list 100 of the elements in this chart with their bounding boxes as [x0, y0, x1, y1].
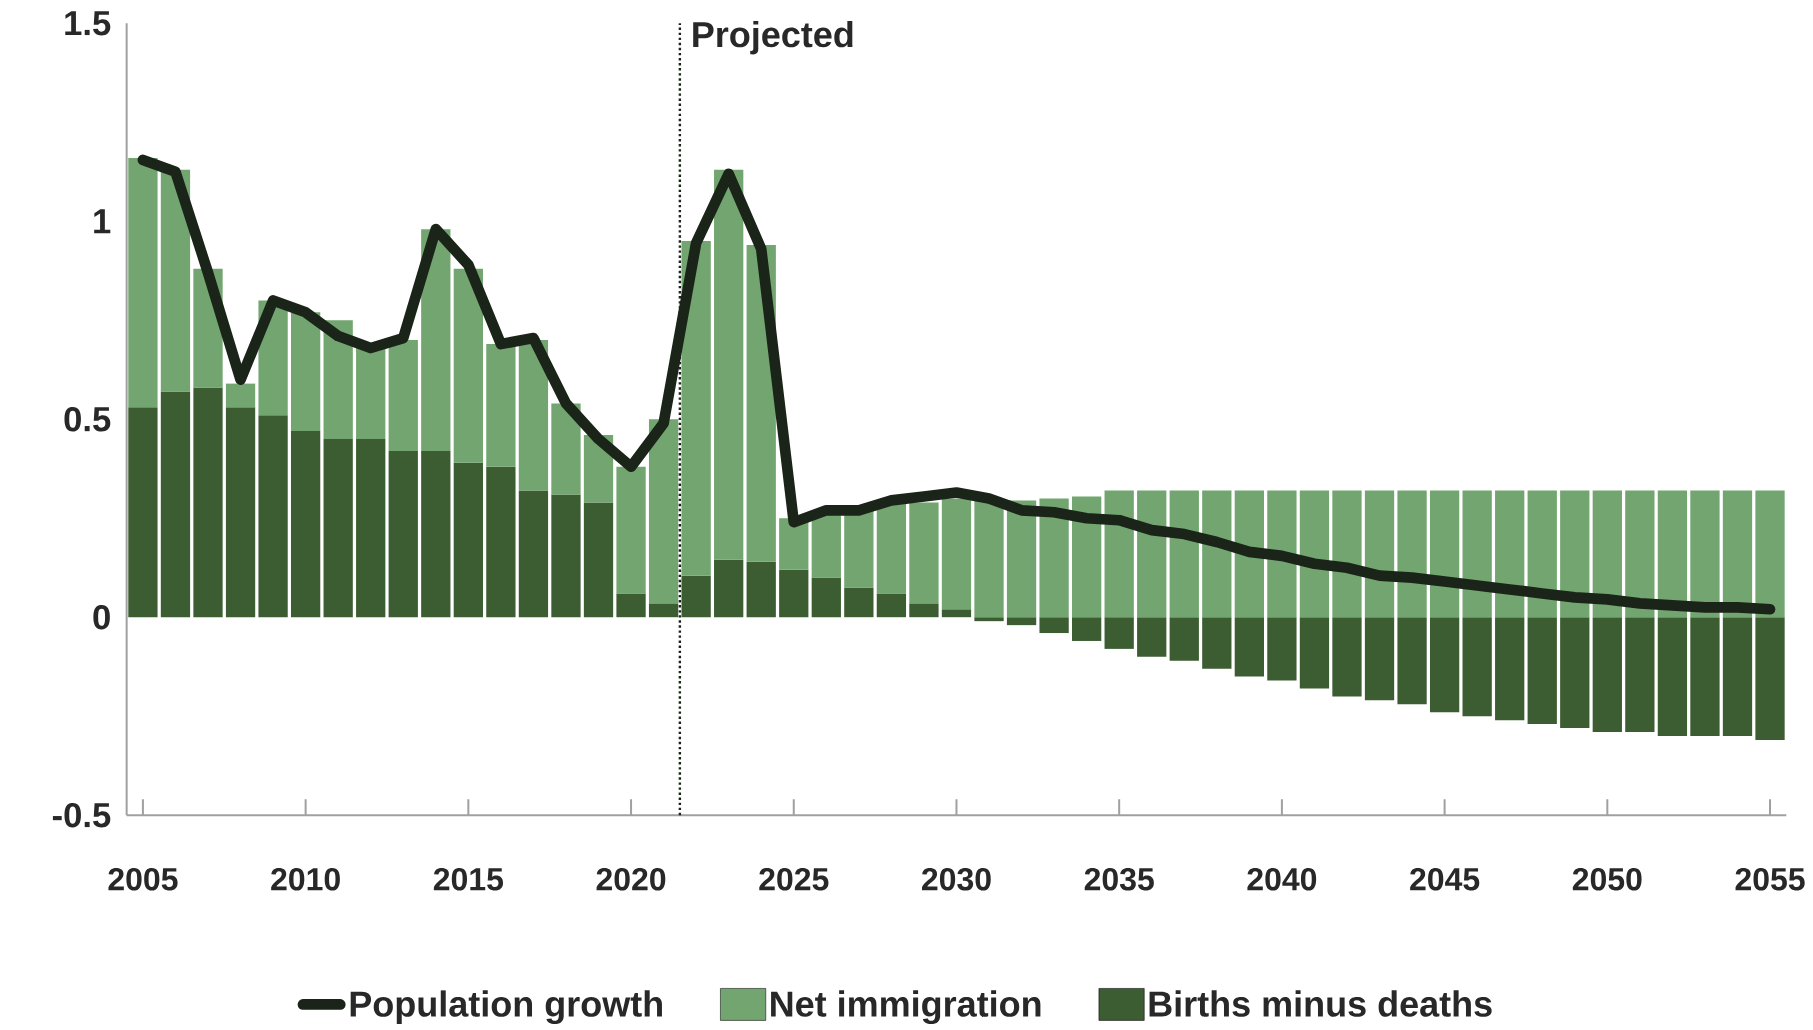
bar	[225, 407, 256, 618]
bar	[356, 348, 386, 440]
bar	[648, 603, 679, 618]
bar	[1560, 490, 1590, 618]
bar	[779, 518, 809, 570]
bar	[160, 391, 191, 618]
bar	[1234, 490, 1264, 618]
x-tick-label: 2020	[596, 867, 666, 891]
x-tick-label: 2010	[271, 867, 340, 891]
bar	[1755, 490, 1785, 618]
y-tick-label: 0	[93, 605, 110, 630]
bar	[323, 439, 353, 618]
bar	[1429, 490, 1460, 618]
bar	[225, 383, 256, 408]
bar	[1169, 617, 1199, 661]
x-tick-label: 2035	[1084, 867, 1154, 891]
bar	[1039, 498, 1069, 618]
bar	[844, 587, 874, 618]
y-tick-label: 1.5	[65, 11, 111, 36]
bar	[518, 340, 549, 491]
bar	[1299, 617, 1330, 689]
bar	[388, 340, 418, 452]
bar	[876, 593, 907, 618]
x-tick-label: 2050	[1572, 867, 1642, 891]
bar	[1137, 490, 1167, 618]
bar	[681, 241, 711, 576]
y-tick-label: 0.5	[64, 407, 111, 432]
bar	[941, 498, 972, 610]
bar	[1560, 617, 1590, 729]
bar	[1267, 490, 1297, 618]
bar	[1495, 490, 1525, 618]
bar	[583, 502, 614, 618]
bar	[714, 169, 744, 560]
bar	[1625, 617, 1655, 733]
bar	[1592, 490, 1622, 618]
bar	[388, 451, 418, 618]
bar	[1299, 490, 1330, 618]
legend-label: Net immigration	[771, 990, 1041, 1025]
bar	[1006, 500, 1037, 618]
ref-line-label: Projected	[693, 21, 853, 55]
bar	[518, 490, 549, 618]
bar	[1495, 617, 1525, 721]
bar	[1137, 617, 1167, 657]
x-tick-label: 2040	[1247, 867, 1317, 891]
bar	[616, 466, 646, 594]
bar	[290, 431, 321, 618]
bar	[1397, 490, 1427, 618]
bar	[258, 415, 288, 618]
bar	[486, 466, 516, 618]
bar	[616, 593, 646, 618]
bar	[974, 500, 1004, 618]
bar	[681, 575, 711, 618]
bar	[1527, 490, 1557, 618]
bar	[453, 462, 483, 618]
bar	[844, 510, 874, 588]
bar	[909, 502, 939, 604]
legend-label: Births minus deaths	[1149, 990, 1492, 1017]
bar	[648, 419, 679, 604]
bar	[974, 617, 1004, 622]
bar	[486, 344, 516, 467]
bar	[1104, 490, 1134, 618]
bar	[779, 569, 809, 618]
bar	[876, 502, 907, 594]
bar	[1625, 490, 1655, 618]
y-tick-label: 1	[94, 209, 111, 234]
bar	[1690, 617, 1720, 737]
bar	[1429, 617, 1460, 713]
bar	[1202, 617, 1232, 669]
bar	[1169, 490, 1199, 618]
bar	[1527, 617, 1557, 725]
x-tick-label: 2055	[1735, 867, 1805, 891]
legend-label: Population growth	[350, 990, 662, 1025]
bar	[290, 312, 321, 432]
bar	[1104, 617, 1134, 649]
x-tick-label: 2005	[108, 867, 178, 891]
bar	[1072, 496, 1102, 618]
bar	[1397, 617, 1427, 705]
bar	[1202, 490, 1232, 618]
bar	[1364, 490, 1395, 618]
y-tick-label: -0.5	[52, 802, 111, 828]
bar	[746, 561, 776, 618]
x-tick-label: 2045	[1410, 867, 1480, 891]
bar	[1364, 617, 1395, 701]
bar	[421, 451, 451, 618]
bar	[1592, 617, 1622, 733]
bar	[453, 268, 483, 463]
bar	[1332, 490, 1362, 618]
bar	[128, 158, 158, 408]
bar	[811, 577, 841, 618]
bar	[1462, 490, 1492, 618]
bar	[1234, 617, 1264, 677]
bar	[1332, 617, 1362, 697]
bar	[909, 603, 939, 618]
bar	[1690, 490, 1720, 618]
bar	[160, 169, 191, 392]
x-tick-label: 2030	[922, 867, 991, 891]
bar	[1462, 617, 1492, 717]
bar	[551, 403, 581, 495]
bar	[1072, 617, 1102, 642]
bar	[1722, 617, 1753, 737]
